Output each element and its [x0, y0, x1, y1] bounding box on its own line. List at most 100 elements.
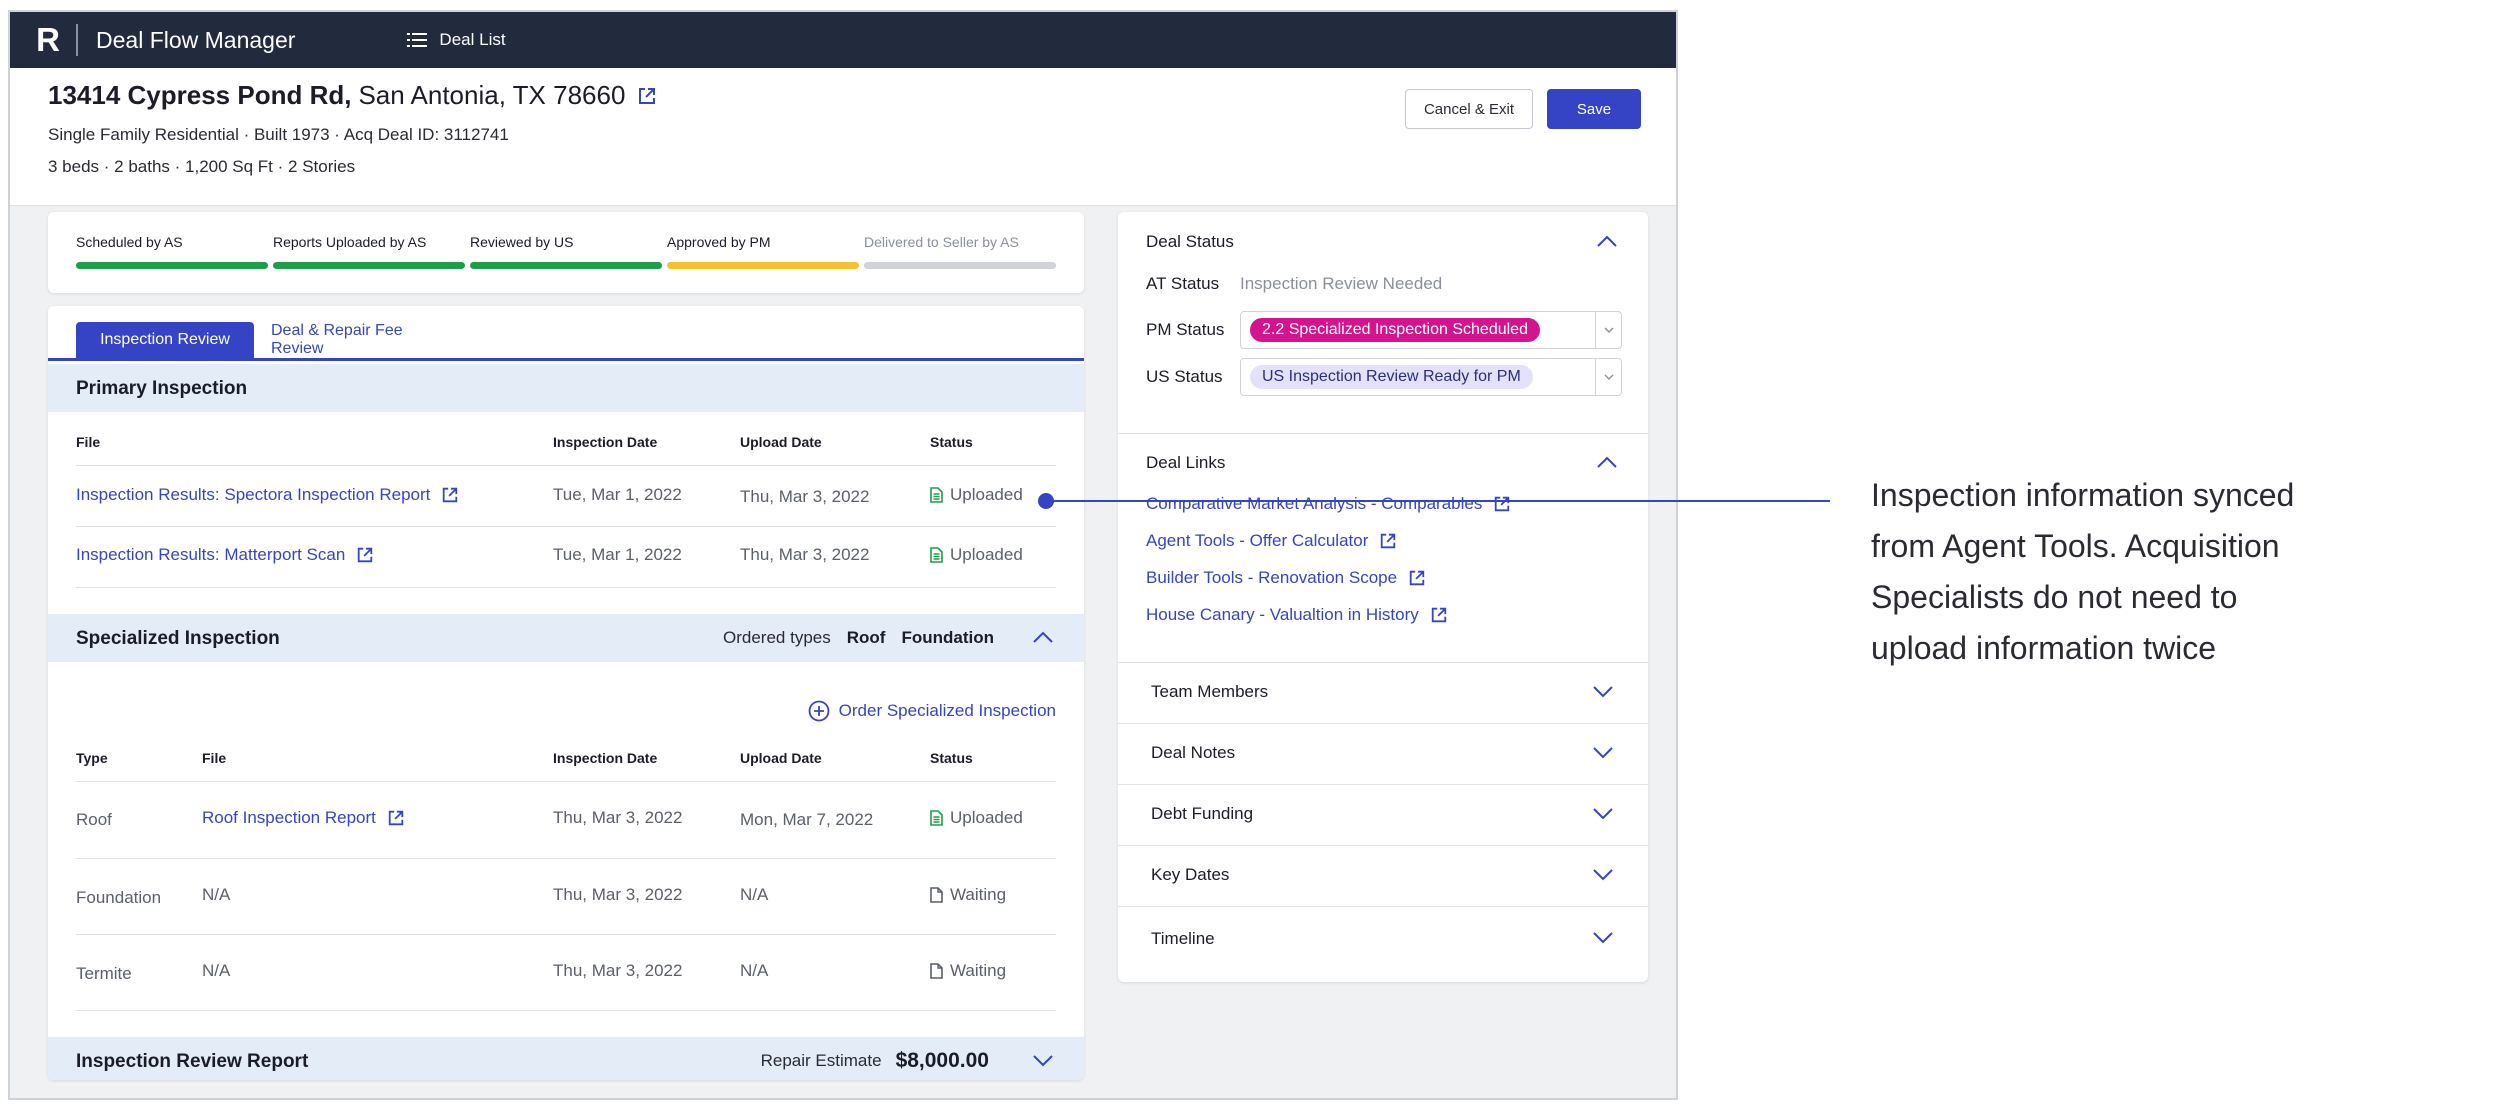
property-header: 13414 Cypress Pond Rd, San Antonia, TX 7…	[10, 68, 1676, 206]
column-status: Status	[930, 434, 973, 450]
deal-link-label: Comparative Market Analysis - Comparable…	[1146, 494, 1483, 513]
status-uploaded: Uploaded	[930, 808, 1023, 828]
accordion-timeline[interactable]: Timeline	[1118, 906, 1648, 970]
external-link-icon	[1495, 496, 1510, 512]
accordion-label: Timeline	[1151, 929, 1215, 948]
chevron-down-icon[interactable]	[1032, 1054, 1054, 1068]
chevron-up-icon[interactable]	[1032, 630, 1054, 644]
table-row: Termite N/A Thu, Mar 3, 2022 N/A Waiting	[76, 935, 1056, 1011]
accordion-deal-notes[interactable]: Deal Notes	[1118, 723, 1648, 784]
logo-divider	[76, 24, 78, 56]
file-link[interactable]: Inspection Results: Matterport Scan	[76, 545, 374, 565]
deal-link-label: House Canary - Valualtion in History	[1146, 605, 1419, 624]
annotation-line	[1046, 500, 1830, 502]
inspection-review-report-header[interactable]: Inspection Review Report Repair Estimate…	[48, 1037, 1084, 1080]
address-street: 13414 Cypress Pond Rd,	[48, 80, 352, 110]
column-file: File	[202, 750, 227, 766]
ordered-types: Ordered types Roof Foundation	[723, 628, 994, 648]
progress-step: Delivered to Seller by AS	[864, 234, 1056, 269]
progress-step-bar	[667, 262, 859, 269]
cancel-exit-button[interactable]: Cancel & Exit	[1405, 89, 1533, 129]
deal-link-comparables[interactable]: Comparative Market Analysis - Comparable…	[1146, 494, 1511, 514]
file-value: N/A	[202, 885, 231, 904]
progress-step-label: Reports Uploaded by AS	[273, 234, 427, 250]
file-value: N/A	[202, 961, 231, 980]
accordion-key-dates[interactable]: Key Dates	[1118, 845, 1648, 906]
ordered-types-label: Ordered types	[723, 628, 831, 647]
upload-date: Mon, Mar 7, 2022	[740, 810, 874, 829]
deal-link-label: Agent Tools - Offer Calculator	[1146, 531, 1369, 550]
accordion-debt-funding[interactable]: Debt Funding	[1118, 784, 1648, 845]
table-row: Inspection Results: Spectora Inspection …	[76, 466, 1056, 527]
external-link-icon	[388, 810, 404, 826]
us-status-pill: US Inspection Review Ready for PM	[1250, 365, 1533, 389]
chevron-up-icon[interactable]	[1596, 234, 1618, 248]
deal-status-title: Deal Status	[1146, 232, 1234, 251]
repair-estimate-value: $8,000.00	[895, 1049, 989, 1072]
specialized-inspection-header: Specialized Inspection Ordered types Roo…	[48, 614, 1084, 662]
accordion-label: Deal Notes	[1151, 743, 1236, 762]
us-status-select[interactable]: US Inspection Review Ready for PM	[1240, 358, 1622, 396]
ordered-type-roof: Roof	[846, 628, 886, 647]
column-status: Status	[930, 750, 973, 766]
table-row: Foundation N/A Thu, Mar 3, 2022 N/A Wait…	[76, 859, 1056, 935]
chevron-up-icon[interactable]	[1596, 455, 1618, 469]
deal-link-label: Builder Tools - Renovation Scope	[1146, 568, 1398, 587]
status-label: Uploaded	[950, 545, 1023, 564]
file-link-label: Inspection Results: Spectora Inspection …	[76, 485, 431, 504]
deal-list-label: Deal List	[439, 30, 506, 49]
file-link[interactable]: Roof Inspection Report	[202, 808, 405, 828]
file-icon	[930, 887, 943, 903]
property-specs: 3 beds · 2 baths · 1,200 Sq Ft · 2 Stori…	[48, 157, 356, 176]
specialized-table-header: Type File Inspection Date Upload Date St…	[76, 734, 1056, 782]
deal-link-offer-calculator[interactable]: Agent Tools - Offer Calculator	[1146, 531, 1397, 551]
progress-step-label: Reviewed by US	[470, 234, 574, 250]
status-label: Waiting	[950, 961, 1007, 980]
brand-logo[interactable]: R	[36, 21, 60, 58]
order-link-label: Order Specialized Inspection	[838, 701, 1056, 720]
external-link-icon	[358, 547, 373, 563]
inspection-date: Tue, Mar 1, 2022	[553, 545, 682, 564]
progress-step-label: Approved by PM	[667, 234, 771, 250]
at-status-label: AT Status	[1146, 274, 1220, 293]
deal-link-renovation-scope[interactable]: Builder Tools - Renovation Scope	[1146, 568, 1426, 588]
column-type: Type	[76, 750, 108, 766]
chevron-down-icon	[1593, 808, 1613, 820]
deal-list-nav[interactable]: Deal List	[407, 30, 506, 50]
tab-inspection-review[interactable]: Inspection Review	[76, 322, 254, 358]
chevron-down-icon	[1604, 374, 1613, 380]
section-divider	[1118, 433, 1648, 434]
accordion-team-members[interactable]: Team Members	[1118, 662, 1648, 723]
accordion-label: Team Members	[1151, 682, 1269, 701]
chevron-down-icon	[1604, 327, 1613, 333]
file-link[interactable]: Inspection Results: Spectora Inspection …	[76, 485, 459, 505]
save-button[interactable]: Save	[1547, 89, 1641, 129]
status-label: Uploaded	[950, 485, 1023, 504]
column-upload-date: Upload Date	[740, 434, 822, 450]
upload-date: Thu, Mar 3, 2022	[740, 545, 870, 564]
progress-step: Reviewed by US	[470, 234, 662, 269]
tab-deal-repair-fee-review[interactable]: Deal & Repair Fee Review	[271, 322, 403, 357]
inspection-type: Termite	[76, 964, 132, 983]
progress-step-bar	[273, 262, 465, 269]
column-upload-date: Upload Date	[740, 750, 822, 766]
external-link-icon	[1431, 607, 1446, 623]
deal-links-title: Deal Links	[1146, 453, 1226, 472]
status-waiting: Waiting	[930, 961, 1006, 981]
repair-estimate-label: Repair Estimate	[760, 1051, 882, 1070]
dropdown-arrow	[1595, 312, 1621, 348]
deal-link-valuation-history[interactable]: House Canary - Valualtion in History	[1146, 605, 1448, 625]
pm-status-select[interactable]: 2.2 Specialized Inspection Scheduled	[1240, 311, 1622, 349]
property-address: 13414 Cypress Pond Rd, San Antonia, TX 7…	[48, 80, 657, 111]
uploaded-file-icon	[930, 810, 943, 826]
progress-step: Scheduled by AS	[76, 234, 268, 269]
inspection-type: Roof	[76, 810, 112, 829]
address-city: San Antonia, TX 78660	[358, 80, 626, 110]
status-label: Uploaded	[950, 808, 1023, 827]
external-link-icon[interactable]	[637, 86, 657, 106]
progress-step-bar	[864, 262, 1056, 269]
order-specialized-inspection-link[interactable]: Order Specialized Inspection	[808, 700, 1056, 722]
tab-bar: Inspection Review Deal & Repair Fee Revi…	[48, 306, 1084, 361]
app-window: R Deal Flow Manager Deal List 13414 Cypr…	[8, 10, 1678, 1100]
primary-inspection-header: Primary Inspection	[48, 364, 1084, 412]
